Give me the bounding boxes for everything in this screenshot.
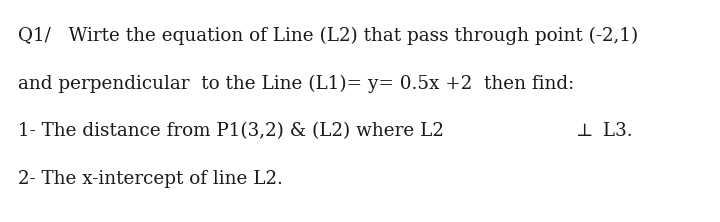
Text: 2- The x-intercept of line L2.: 2- The x-intercept of line L2.: [18, 170, 283, 188]
Text: ⊥: ⊥: [575, 122, 593, 140]
Text: Q1/   Wirte the equation of Line (L2) that pass through point (-2,1): Q1/ Wirte the equation of Line (L2) that…: [18, 27, 638, 45]
Text: L3.: L3.: [598, 122, 633, 140]
Text: and perpendicular  to the Line (L1)= y= 0.5x +2  then find:: and perpendicular to the Line (L1)= y= 0…: [18, 74, 575, 93]
Text: 1- The distance from P1(3,2) & (L2) where L2: 1- The distance from P1(3,2) & (L2) wher…: [18, 122, 450, 140]
